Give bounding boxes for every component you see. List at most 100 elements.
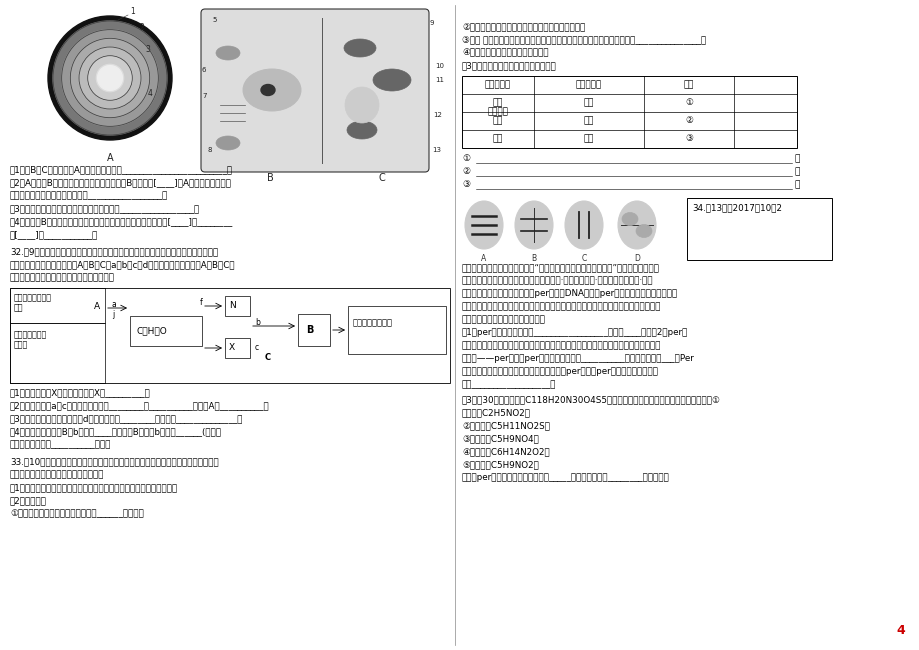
Text: 植物细胞内的储: 植物细胞内的储 — [14, 330, 47, 339]
Text: 甘氨酸（C2H5NO2）: 甘氨酸（C2H5NO2） — [461, 408, 530, 417]
Circle shape — [70, 38, 150, 118]
Circle shape — [96, 64, 123, 92]
Text: C: C — [581, 254, 586, 263]
Text: （1）写出方框中X所指代的元素，X为_________。: （1）写出方框中X所指代的元素，X为_________。 — [10, 388, 151, 397]
Bar — [10, 323, 105, 383]
Text: j: j — [112, 310, 114, 319]
Text: 正常: 正常 — [584, 116, 594, 125]
Bar — [130, 316, 202, 346]
Text: C: C — [379, 173, 385, 183]
Text: 正常: 正常 — [493, 98, 503, 107]
Text: 系？__________________。: 系？__________________。 — [461, 380, 556, 389]
Text: 完全培养液: 完全培养液 — [575, 80, 601, 89]
Text: （2）实验步骤: （2）实验步骤 — [10, 496, 47, 505]
Text: f: f — [199, 298, 202, 307]
Text: （4）在生物体中组成B的b大约有____种。形成B的相邻b是通过______(结构简: （4）在生物体中组成B的b大约有____种。形成B的相邻b是通过______(结… — [10, 427, 221, 436]
Text: 生长状况: 生长状况 — [487, 107, 508, 116]
Text: 式）相连的，可用__________检测。: 式）相连的，可用__________检测。 — [10, 440, 111, 449]
Text: 蛋白质——per蛋白，per蛋白的基本单位是__________，其结构通式为___，Per: 蛋白质——per蛋白，per蛋白的基本单位是__________，其结构通式为_… — [461, 354, 694, 363]
Ellipse shape — [216, 46, 240, 60]
Text: c: c — [255, 343, 259, 352]
Text: B: B — [267, 173, 273, 183]
Text: （2）小分子物质a、c的中文名称分别是________、__________，物质A是__________。: （2）小分子物质a、c的中文名称分别是________、__________，物… — [10, 401, 269, 410]
Text: （3）若要观察细胞内的，需要用到的染色剂为_________________。: （3）若要观察细胞内的，需要用到的染色剂为_________________。 — [10, 204, 200, 213]
Text: ②: ② — [685, 116, 692, 125]
Text: 正常: 正常 — [584, 98, 594, 107]
Text: 1: 1 — [130, 6, 134, 16]
Bar — [225, 338, 250, 358]
Text: 如果将per蛋白彻底水解，可以得到_____个谷氨酸，得到________个甘氨酸。: 如果将per蛋白彻底水解，可以得到_____个谷氨酸，得到________个甘氨… — [461, 473, 669, 482]
Ellipse shape — [564, 201, 602, 249]
Ellipse shape — [345, 87, 379, 123]
Text: ①: ① — [461, 154, 470, 163]
Text: 结论: 结论 — [683, 80, 694, 89]
Text: A: A — [94, 302, 100, 311]
Ellipse shape — [346, 121, 377, 139]
Text: ①: ① — [685, 98, 692, 107]
Ellipse shape — [464, 201, 503, 249]
Text: （4）若细胞B为大蒜根尖分生区细胞，则图中不应该具有的结构是[____]　________: （4）若细胞B为大蒜根尖分生区细胞，则图中不应该具有的结构是[____] ___… — [10, 217, 233, 226]
Bar — [225, 296, 250, 316]
Text: ④观察：两组植物的生长发育状况。: ④观察：两组植物的生长发育状况。 — [461, 48, 548, 57]
Text: （3）若30肽，分子式为C118H20N30O4S5，已知将其彻底水解后得到以下五种氨基酸：①: （3）若30肽，分子式为C118H20N30O4S5，已知将其彻底水解后得到以下… — [461, 395, 720, 404]
Text: 6: 6 — [202, 67, 206, 73]
Ellipse shape — [216, 136, 240, 150]
Text: 蛋白可以直接调节生物节律，由此可以看出，per基因与per蛋白之间存在什么关: 蛋白可以直接调节生物节律，由此可以看出，per基因与per蛋白之间存在什么关 — [461, 367, 658, 376]
Ellipse shape — [261, 84, 275, 96]
Text: ③培养 将两组植物分别培养在盛有上述两种培养液的容器中，培养条件要_______________。: ③培养 将两组植物分别培养在盛有上述两种培养液的容器中，培养条件要_______… — [461, 35, 706, 44]
Text: a: a — [112, 300, 117, 309]
Text: （3）检测生物组织中是否含有d用到的试剂是________，现象是______________。: （3）检测生物组织中是否含有d用到的试剂是________，现象是_______… — [10, 414, 244, 423]
Circle shape — [79, 47, 141, 109]
Text: 但是细胞内含有能参与光合作用的_________________。: 但是细胞内含有能参与光合作用的_________________。 — [10, 191, 168, 200]
Text: A: A — [481, 254, 486, 263]
Bar — [461, 76, 796, 148]
Ellipse shape — [621, 213, 637, 226]
Text: ③: ③ — [685, 134, 692, 143]
Text: 7: 7 — [202, 93, 206, 99]
Circle shape — [87, 56, 132, 100]
Text: 33.（10分）某生物兴趣小组计划运用所学知识探究钾盐是否属于植物生长发育所必需: 33.（10分）某生物兴趣小组计划运用所学知识探究钾盐是否属于植物生长发育所必需 — [10, 457, 219, 466]
Text: 32.（9分）在生物体内，某些重要化合物的元素组成及相互关系十分密切。图中表示构: 32.（9分）在生物体内，某些重要化合物的元素组成及相互关系十分密切。图中表示构 — [10, 247, 218, 256]
Text: b: b — [255, 318, 259, 327]
Bar — [10, 288, 449, 383]
Text: （1）实验思路：利用缺素培养液和完全培养液培养作对照并得出结论。: （1）实验思路：利用缺素培养液和完全培养液培养作对照并得出结论。 — [10, 483, 178, 492]
Text: ②取材：选取长势相同的植物，将其平均分为两组。: ②取材：选取长势相同的植物，将其平均分为两组。 — [461, 22, 584, 31]
Text: 13: 13 — [432, 147, 440, 153]
Text: 5: 5 — [211, 17, 216, 23]
Text: 动物细胞内的储能: 动物细胞内的储能 — [14, 293, 52, 302]
Ellipse shape — [515, 201, 552, 249]
Text: 核糖体的主要成分: 核糖体的主要成分 — [353, 318, 392, 327]
Text: 和[____]　___________。: 和[____] ___________。 — [10, 230, 98, 239]
Circle shape — [62, 30, 158, 126]
Text: 的无机盐。请你帮助他们完成实验方案。: 的无机盐。请你帮助他们完成实验方案。 — [10, 470, 105, 479]
Bar — [686, 198, 831, 260]
Text: A: A — [107, 153, 113, 163]
Text: 因并不能直接参与对生物节律的调节，科学家在果蝇体内发现了一种与生物节律有关的: 因并不能直接参与对生物节律的调节，科学家在果蝇体内发现了一种与生物节律有关的 — [461, 341, 661, 350]
Text: C、H、O: C、H、O — [137, 326, 167, 335]
Bar — [10, 288, 105, 323]
Ellipse shape — [243, 69, 301, 111]
Text: 正常: 正常 — [493, 134, 503, 143]
Ellipse shape — [635, 224, 652, 237]
Text: 4: 4 — [895, 624, 904, 637]
Text: X: X — [229, 343, 235, 352]
Text: （3）预测可能的结果及结论，如下表：: （3）预测可能的结果及结论，如下表： — [461, 61, 556, 70]
Text: 日，诺贝尔委员会宣布，由于在“生物节律的分子机制方面的发现”，本年度的诺贝尔: 日，诺贝尔委员会宣布，由于在“生物节律的分子机制方面的发现”，本年度的诺贝尔 — [461, 263, 659, 272]
Circle shape — [53, 21, 167, 135]
Bar — [298, 314, 330, 346]
Text: 生理学或医学奖颁发给美国遗传学家杰弗里·霍尔、迈克尔·罗斯巴什和迈克尔·扬。: 生理学或医学奖颁发给美国遗传学家杰弗里·霍尔、迈克尔·罗斯巴什和迈克尔·扬。 — [461, 276, 652, 285]
Text: 12: 12 — [433, 112, 441, 118]
Text: （1）与B、C细胞相比，A细胞最大的不同是________________________。: （1）与B、C细胞相比，A细胞最大的不同是___________________… — [10, 165, 233, 174]
Text: ④赖氨酸（C6H14N2O2）: ④赖氨酸（C6H14N2O2） — [461, 447, 550, 456]
Text: 。: 。 — [794, 167, 800, 176]
Text: 他们发现，果蝇体内有一种名为per基因的DNA片段，per基因产生不同突变后，会致: 他们发现，果蝇体内有一种名为per基因的DNA片段，per基因产生不同突变后，会… — [461, 289, 677, 298]
Text: （1）per基因的基本单位是_________________，共有____种，（2）per基: （1）per基因的基本单位是_________________，共有____种，… — [461, 328, 687, 337]
Ellipse shape — [344, 39, 376, 57]
Text: 使果蝇本来按部就班的生活规律变得絊乱不堪，导致果蝇昼夜节律的周期要么变短要么: 使果蝇本来按部就班的生活规律变得絊乱不堪，导致果蝇昼夜节律的周期要么变短要么 — [461, 302, 661, 311]
Text: 34.（13分）2017年10月2: 34.（13分）2017年10月2 — [691, 203, 781, 212]
Circle shape — [97, 66, 122, 90]
Text: 3: 3 — [145, 46, 150, 55]
Text: 物质: 物质 — [14, 303, 24, 312]
Text: 2: 2 — [140, 23, 144, 32]
Text: ③: ③ — [461, 180, 470, 189]
